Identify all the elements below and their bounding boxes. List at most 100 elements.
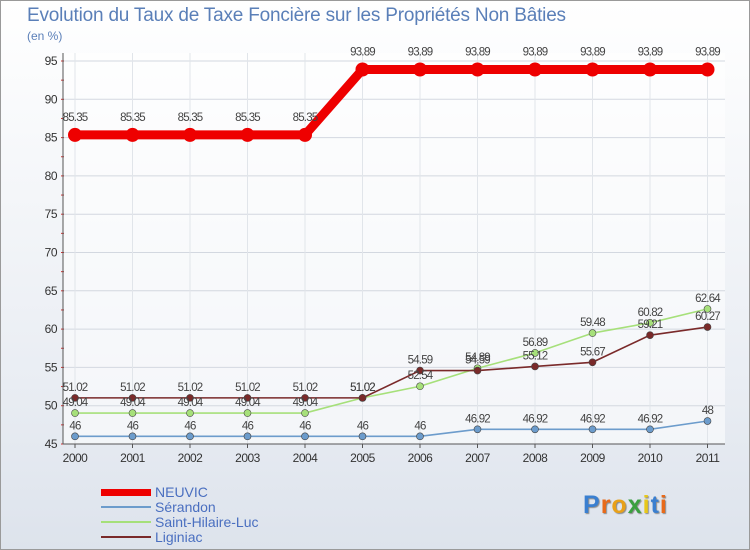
y-axis-unit: (en %) [27,29,63,43]
series-line-Sérandon [74,420,709,438]
data-point [646,425,654,434]
data-label: 46.92 [638,413,663,425]
data-point [413,62,427,77]
data-label: 59.21 [638,319,663,331]
data-point [71,432,79,441]
data-point [531,425,539,434]
data-point [700,62,715,77]
logo-letter: o [611,491,628,519]
data-label: 56.89 [523,337,548,349]
logo-letter: t [650,491,660,519]
data-label: 49.04 [120,397,146,409]
legend-label-saint-hilaire-luc: Saint-Hilaire-Luc [155,514,259,530]
x-tick-label: 2011 [696,451,721,465]
data-label: 93.89 [580,47,605,59]
data-point [71,394,79,402]
data-point [243,394,252,402]
data-label: 93.89 [523,47,548,59]
data-label: 51.02 [235,382,260,394]
data-label: 51.02 [63,382,88,394]
data-label: 48 [702,405,714,417]
data-point [643,62,657,77]
x-tick-label: 2010 [638,451,664,465]
data-point [588,425,597,434]
data-point [646,331,654,339]
x-tick-label: 2004 [293,451,319,465]
data-label: 46 [357,420,369,432]
data-point [473,425,482,434]
data-label: 46.92 [580,413,605,425]
data-point [470,62,485,77]
data-label: 93.89 [350,47,375,59]
data-point [186,394,194,402]
data-label: 51.02 [178,382,203,394]
data-label: 46 [69,420,81,432]
data-label: 55.67 [580,346,605,358]
data-point [703,305,712,313]
legend-swatch-serandon [101,506,151,508]
data-point [531,362,539,371]
data-point [588,358,597,367]
data-point [128,409,137,417]
data-label: 51.02 [350,382,375,394]
data-label: 46.92 [465,413,490,425]
data-point [186,432,194,441]
data-point [128,394,137,402]
data-label: 93.89 [638,47,663,59]
data-point [125,127,140,142]
data-point [358,432,367,441]
series-line-Saint-Hilaire-Luc [74,308,709,414]
legend-swatch-liginiac [101,536,151,538]
data-point [186,409,194,417]
x-tick-label: 2009 [580,451,606,465]
data-label: 46 [299,420,311,432]
data-point [416,366,424,375]
y-tick-label: 50 [45,399,58,413]
data-label: 85.35 [120,112,145,124]
data-point [243,432,252,441]
data-label: 54.89 [465,352,490,364]
data-point [703,417,712,425]
x-tick-label: 2007 [465,451,491,465]
chart-title: Evolution du Taux de Taxe Foncière sur l… [27,5,566,26]
data-point [355,62,370,77]
series-line-Liginiac [74,326,709,399]
y-tick-label: 75 [45,207,58,221]
data-label: 93.89 [465,47,490,59]
data-point [301,432,309,441]
x-tick-label: 2002 [178,451,204,465]
data-label: 49.04 [293,397,319,409]
data-label: 93.89 [695,47,720,59]
data-label: 49.04 [178,397,204,409]
data-label: 54.59 [465,355,490,367]
logo-letter: x [627,491,643,519]
data-point [301,409,309,417]
data-label: 85.35 [235,112,260,124]
data-point [531,349,539,357]
y-tick-label: 60 [45,322,58,336]
data-label: 60.82 [638,307,663,319]
data-label: 62.64 [695,293,721,305]
y-tick-label: 95 [45,54,58,68]
legend-swatch-saint-hilaire-luc [101,521,151,523]
data-label: 46.92 [523,413,548,425]
y-tick-label: 65 [45,284,58,298]
logo-letter: i [659,491,668,519]
data-point [298,127,312,142]
y-tick-label: 70 [45,246,58,260]
y-tick-label: 45 [45,437,58,451]
data-point [416,382,424,391]
data-label: 51.02 [293,382,318,394]
legend-label-serandon: Sérandon [155,499,216,515]
data-point [588,329,597,337]
legend-swatch-neuvic [101,489,151,496]
data-label: 51.02 [350,382,375,394]
data-label: 85.35 [178,112,203,124]
data-point [243,409,252,417]
data-label: 55.12 [523,350,548,362]
data-point [128,432,137,441]
data-point [358,394,367,402]
data-label: 46 [242,420,254,432]
data-point [416,432,424,441]
